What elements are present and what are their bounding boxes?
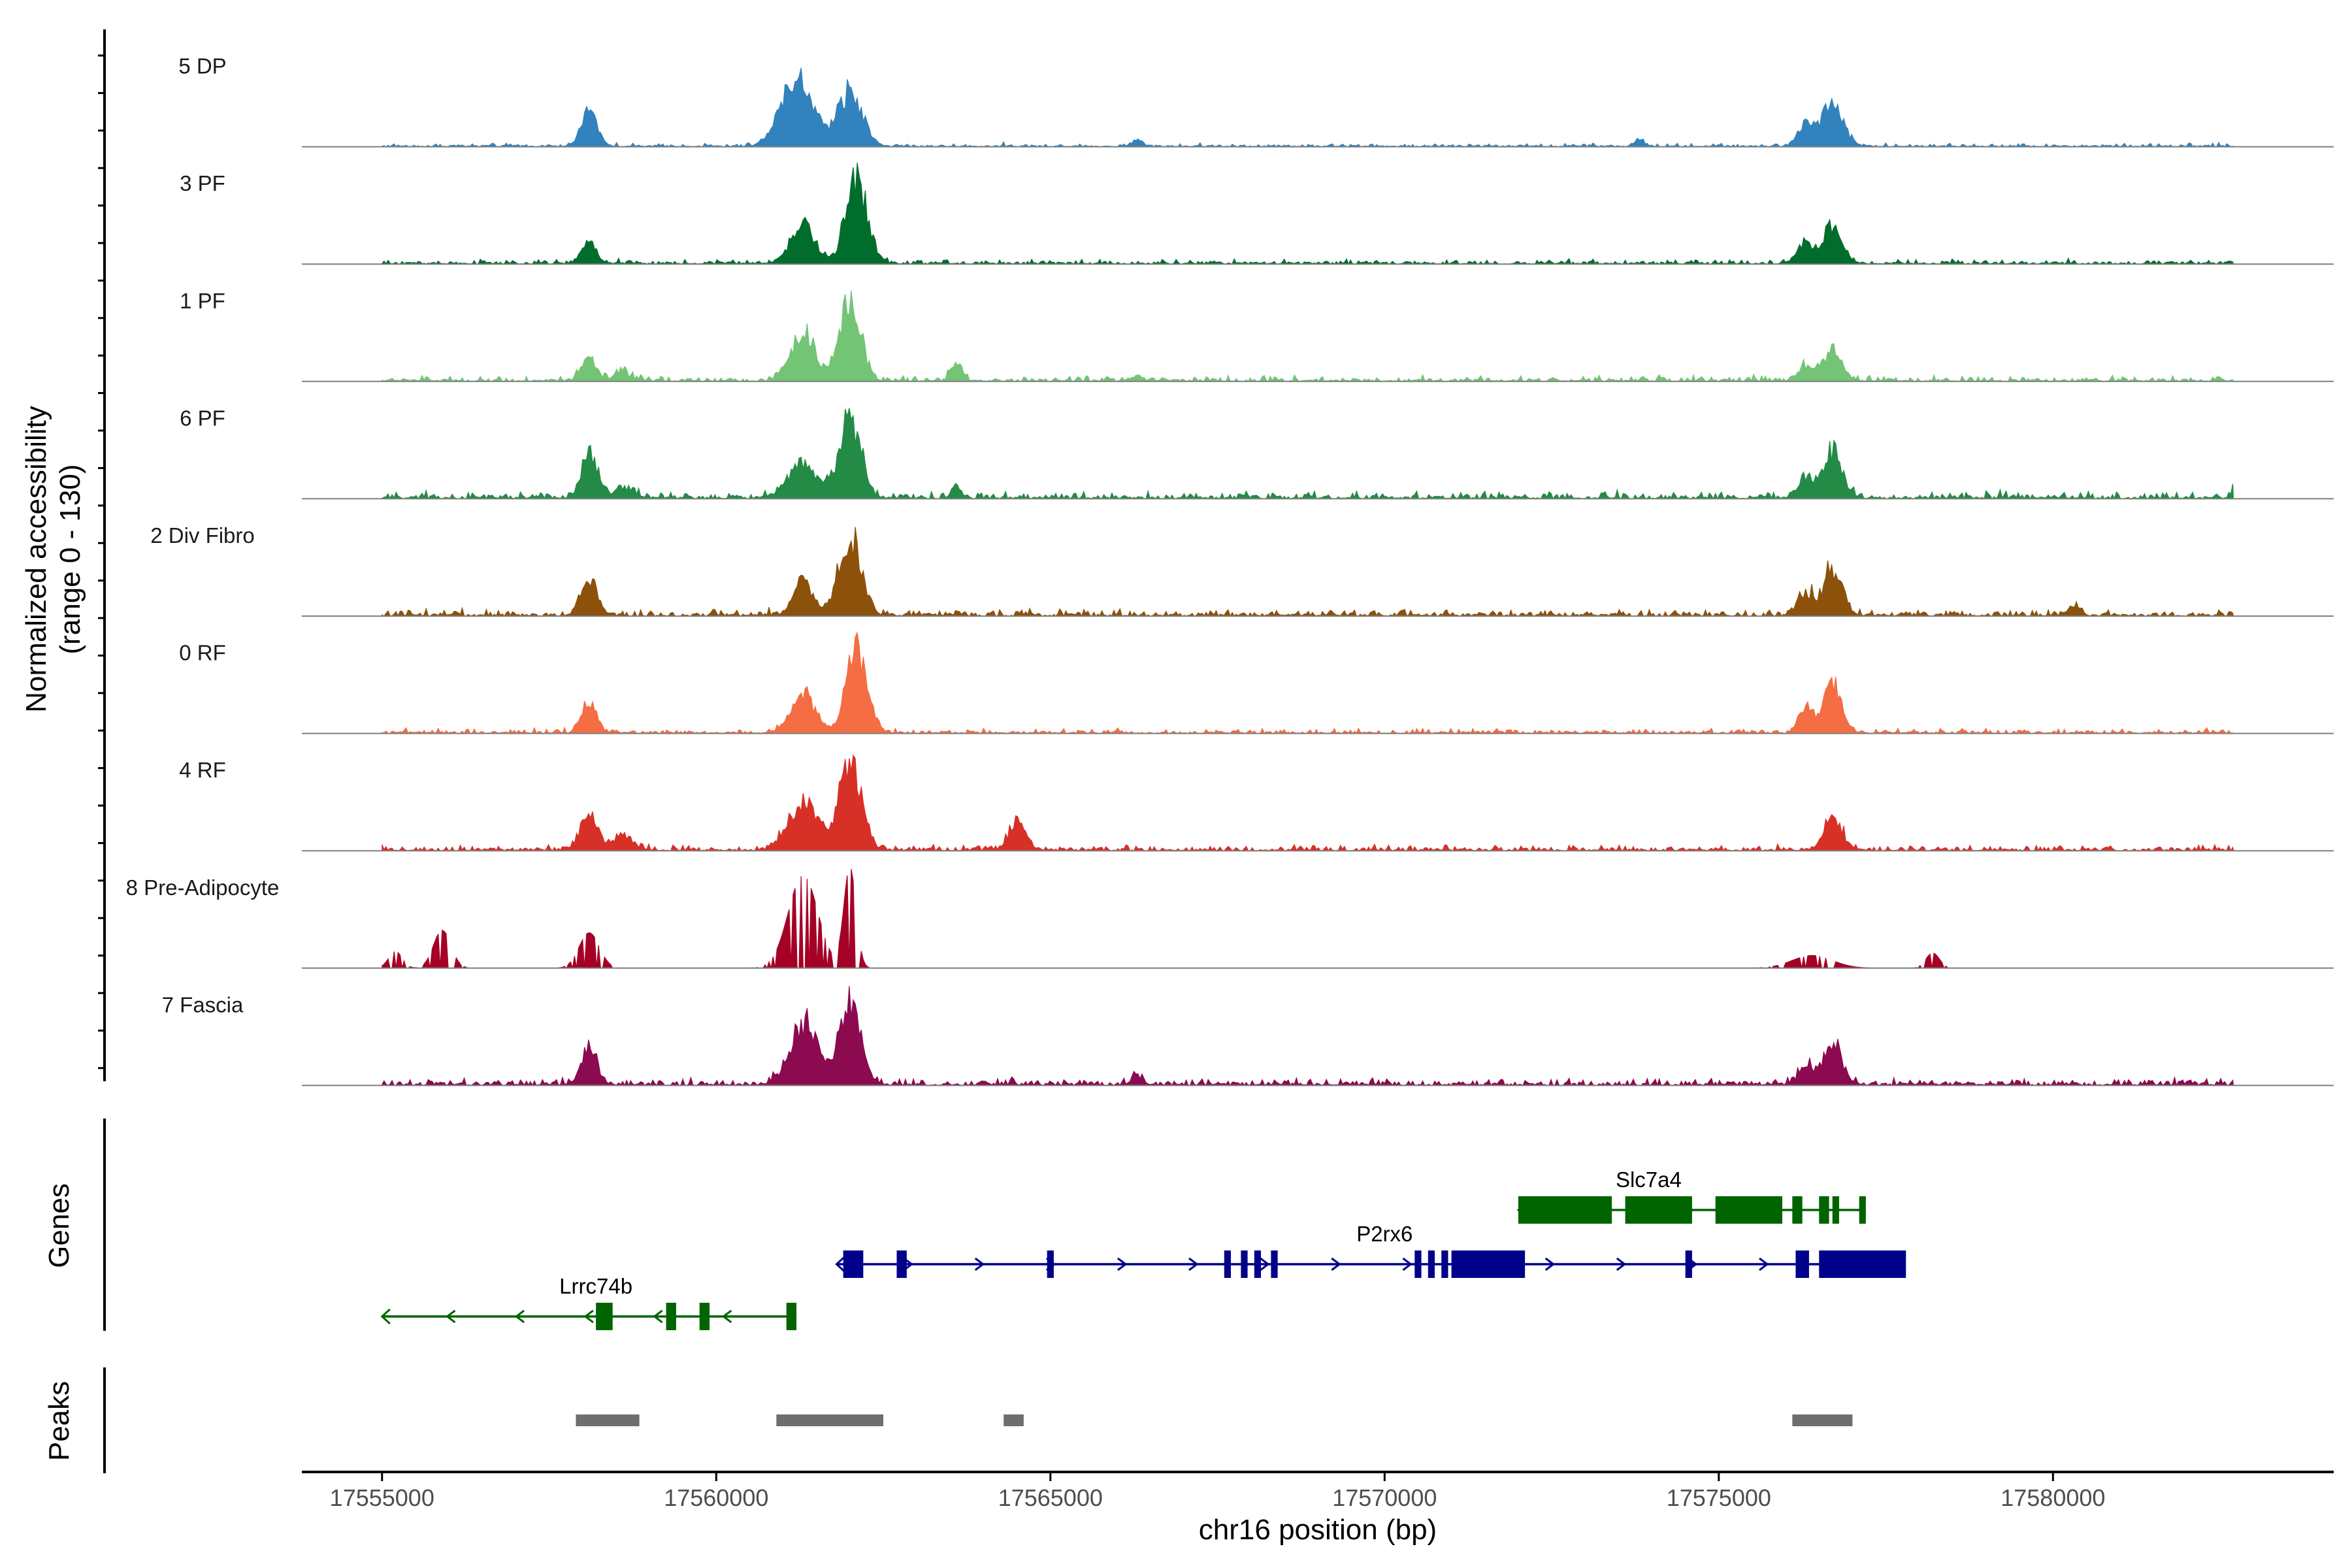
strand-arrow <box>1759 1257 1769 1271</box>
peak-region <box>1792 1414 1853 1426</box>
strand-arrow <box>1188 1257 1199 1271</box>
track-label: 0 RF <box>179 641 226 665</box>
gene-exon <box>1414 1250 1422 1278</box>
gene-exon <box>1518 1196 1612 1224</box>
coverage-area <box>382 527 2234 617</box>
gene-annotation-track: Lrrc74b P2rx6 Slc7a4 <box>380 1168 1906 1330</box>
gene-exon <box>1715 1196 1783 1224</box>
track-label: 1 PF <box>180 289 225 313</box>
gene-exon <box>1241 1250 1248 1278</box>
x-tick-label: 17565000 <box>998 1484 1103 1511</box>
gene-label: P2rx6 <box>1356 1222 1413 1246</box>
x-axis-ticks: 17555000 17560000 17565000 17570000 17575000… <box>330 1472 2105 1511</box>
track-label: 8 Pre-Adipocyte <box>126 875 280 900</box>
gene-p2rx6: P2rx6 <box>835 1222 1906 1278</box>
gene-exon <box>1819 1196 1829 1224</box>
gene-label: Slc7a4 <box>1616 1168 1682 1192</box>
x-tick-label: 17555000 <box>330 1484 434 1511</box>
peak-region <box>1004 1414 1024 1426</box>
y-axis-ticks <box>98 54 105 1070</box>
gene-exon <box>1792 1196 1803 1224</box>
x-tick-label: 17560000 <box>664 1484 768 1511</box>
gene-exon <box>786 1303 797 1330</box>
gene-exon <box>596 1303 613 1330</box>
track-label: 7 Fascia <box>162 992 244 1017</box>
coverage-area <box>382 869 2234 970</box>
gene-exon <box>1271 1250 1278 1278</box>
track-label: 6 PF <box>180 406 225 430</box>
gene-exon <box>1224 1250 1232 1278</box>
gene-exon <box>1047 1250 1054 1278</box>
coverage-area <box>382 754 2234 852</box>
strand-arrow <box>1544 1257 1556 1271</box>
gene-label: Lrrc74b <box>559 1274 632 1298</box>
gene-exon <box>1685 1250 1692 1278</box>
gene-exon <box>1625 1196 1692 1224</box>
peak-region <box>776 1414 884 1426</box>
gene-exon <box>843 1250 864 1278</box>
strand-arrow <box>1402 1257 1413 1271</box>
gene-slc7a4: Slc7a4 <box>1516 1168 1866 1224</box>
strand-arrow <box>653 1309 663 1324</box>
strand-end-arrow <box>380 1308 391 1325</box>
coverage-area <box>382 631 2234 734</box>
peak-region <box>576 1414 640 1426</box>
gene-exon <box>1441 1250 1448 1278</box>
gene-exon <box>1859 1196 1866 1224</box>
strand-arrow <box>1117 1257 1128 1271</box>
track-label: 2 Div Fibro <box>150 523 255 547</box>
peaks-track <box>576 1414 1853 1426</box>
coverage-area <box>382 408 2234 500</box>
x-tick-label: 17580000 <box>2001 1484 2105 1511</box>
peaks-axis-label: Peaks <box>43 1381 75 1461</box>
gene-lrrc74b: Lrrc74b <box>380 1274 797 1330</box>
gene-exon <box>1254 1250 1262 1278</box>
gene-exon <box>1428 1250 1435 1278</box>
gene-exon <box>1451 1250 1526 1278</box>
gene-exon <box>1832 1196 1839 1224</box>
gene-exon <box>1795 1250 1809 1278</box>
strand-arrow <box>974 1257 985 1271</box>
strand-arrow <box>1331 1257 1341 1271</box>
track-label: 3 PF <box>180 171 225 195</box>
coverage-area <box>382 986 2234 1087</box>
strand-arrow <box>1260 1257 1270 1271</box>
strand-arrow <box>721 1309 732 1324</box>
x-tick-label: 17575000 <box>1667 1484 1771 1511</box>
gene-exon <box>896 1250 907 1278</box>
strand-arrow <box>583 1309 594 1324</box>
x-axis-label: chr16 position (bp) <box>1199 1514 1437 1546</box>
y-axis-label-line2: (range 0 - 130) <box>54 464 86 654</box>
x-tick-label: 17570000 <box>1332 1484 1437 1511</box>
track-label: 4 RF <box>179 758 226 782</box>
gene-exon <box>1819 1250 1906 1278</box>
coverage-area <box>382 67 2235 148</box>
strand-arrow <box>445 1309 456 1324</box>
y-axis-label-line1: Normalized accessibility <box>20 406 52 712</box>
gene-exon <box>699 1303 710 1330</box>
strand-end-arrow <box>835 1256 845 1273</box>
gene-exon <box>666 1303 676 1330</box>
genes-axis-label: Genes <box>43 1183 75 1268</box>
coverage-tracks <box>302 67 2334 1087</box>
coverage-area <box>382 163 2234 265</box>
strand-arrow <box>514 1309 525 1324</box>
track-labels: 5 DP 3 PF 1 PF 6 PF 2 Div Fibro 0 RF 4 RF 8 Pre… <box>126 54 280 1017</box>
track-label: 5 DP <box>178 54 226 78</box>
strand-arrow <box>1616 1257 1627 1271</box>
coverage-area <box>382 290 2234 383</box>
